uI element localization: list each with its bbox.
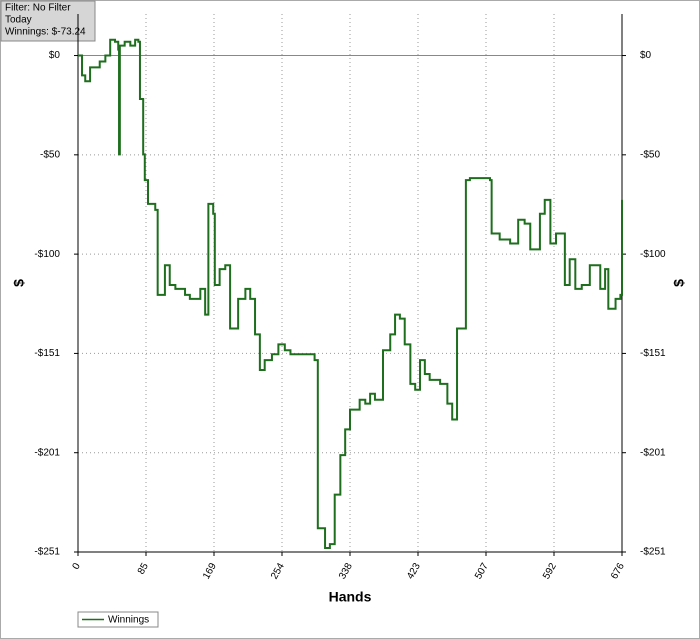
x-tick-label: 85 — [136, 561, 151, 577]
y-tick-label: -$251 — [34, 547, 60, 558]
y2-axis-title: $ — [671, 279, 687, 287]
x-tick-label: 338 — [337, 561, 355, 581]
info-winnings: Winnings: $-73.24 — [5, 27, 86, 38]
y2-tick-label: -$201 — [640, 447, 666, 458]
y-tick-label: -$100 — [34, 249, 60, 260]
y2-tick-label: -$151 — [640, 348, 666, 359]
legend-box — [77, 611, 159, 628]
x-axis-title: Hands — [329, 589, 372, 605]
info-box-bg — [0, 0, 96, 42]
x-tick-label: 676 — [609, 561, 627, 581]
y2-tick-label: $0 — [640, 50, 652, 61]
y-tick-label: -$50 — [40, 149, 60, 160]
info-period: Today — [5, 15, 32, 26]
y-axis-title: $ — [11, 279, 27, 287]
y-tick-label: -$151 — [34, 348, 60, 359]
x-tick-label: 169 — [201, 561, 219, 581]
y2-tick-label: -$100 — [640, 249, 666, 260]
x-tick-label: 254 — [269, 561, 287, 581]
y-tick-label: $0 — [49, 50, 61, 61]
x-tick-label: 0 — [71, 561, 84, 572]
x-tick-label: 423 — [405, 561, 423, 581]
y2-tick-label: -$50 — [640, 149, 660, 160]
legend: Winnings — [77, 611, 159, 628]
x-tick-label: 592 — [541, 561, 559, 581]
y-tick-label: -$201 — [34, 447, 60, 458]
legend-label: Winnings — [108, 615, 149, 626]
y2-tick-label: -$251 — [640, 547, 666, 558]
info-filter: Filter: No Filter — [5, 3, 71, 14]
info-box: Filter: No Filter Today Winnings: $-73.2… — [0, 0, 96, 42]
line-series — [78, 38, 623, 550]
x-tick-label: 507 — [473, 561, 491, 581]
